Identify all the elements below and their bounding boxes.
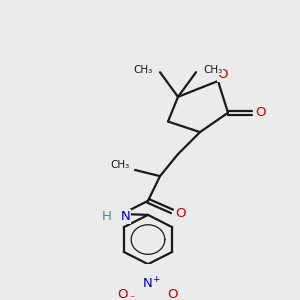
Text: N: N: [143, 277, 153, 290]
Text: O: O: [255, 106, 265, 119]
Text: O: O: [168, 288, 178, 300]
Text: O: O: [218, 68, 228, 81]
Text: ⁻: ⁻: [129, 294, 135, 300]
Text: CH₃: CH₃: [134, 64, 153, 75]
Text: O: O: [175, 207, 185, 220]
Text: H: H: [102, 210, 112, 223]
Text: N: N: [121, 210, 131, 223]
Text: CH₃: CH₃: [111, 160, 130, 170]
Text: +: +: [152, 275, 160, 284]
Text: O: O: [118, 288, 128, 300]
Text: CH₃: CH₃: [203, 64, 222, 75]
